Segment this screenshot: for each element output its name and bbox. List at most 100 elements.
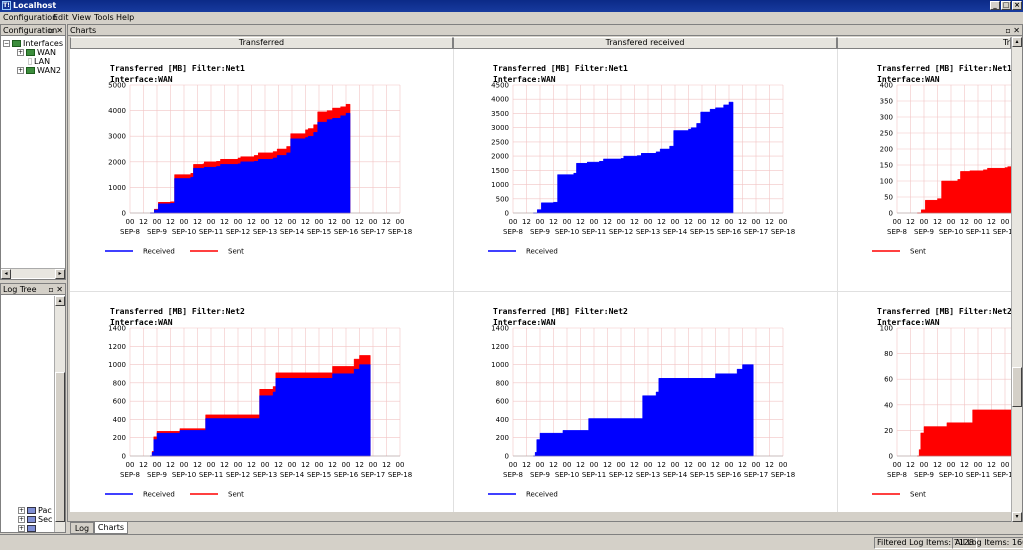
x-tick-label: 12 [630,218,639,226]
tab-charts[interactable]: Charts [94,522,128,534]
x-date-label: SEP-14 [280,228,305,236]
legend-label-sent: Sent [228,248,244,256]
x-date-label: SEP-9 [147,471,167,479]
y-tick-label: 3500 [491,110,509,118]
y-tick-label: 400 [880,82,893,90]
y-tick-label: 1000 [491,361,509,369]
tree-item-wan2[interactable]: + WAN2 [17,66,61,75]
tab-log[interactable]: Log [70,522,94,534]
x-tick-label: 00 [617,218,626,226]
expand-icon[interactable]: + [17,49,24,56]
legend-label-received: Received [526,491,558,499]
menu-view[interactable]: View [72,13,91,22]
y-tick-label: 1200 [108,343,126,351]
y-tick-label: 80 [884,350,893,358]
legend-label-received: Received [526,248,558,256]
close-button[interactable]: × [1012,1,1022,10]
x-tick-label: 12 [166,218,175,226]
x-tick-label: 00 [590,218,599,226]
column-header-transferred[interactable]: Transferred [70,37,453,49]
x-date-label: SEP-11 [582,471,606,479]
log-tree-panel-buttons[interactable]: ▫ ✕ [48,285,63,294]
network-icon [26,49,35,56]
x-tick-label: 00 [369,218,378,226]
y-tick-label: 2000 [491,153,509,161]
x-tick-label: 12 [603,461,612,469]
x-tick-label: 12 [684,461,693,469]
x-tick-label: 12 [657,461,666,469]
series-area-sent [917,409,1011,457]
x-date-label: SEP-12 [993,228,1011,236]
menu-help[interactable]: Help [116,13,135,22]
x-tick-label: 00 [974,218,983,226]
x-date-label: SEP-14 [663,228,688,236]
area-chart: Transferred [MB] Filter:Net1 Interface:WA… [872,63,1011,256]
x-tick-label: 00 [315,218,324,226]
collapse-icon[interactable]: − [3,40,10,47]
y-tick-label: 4000 [491,96,509,104]
x-date-label: SEP-9 [530,228,550,236]
window-title: Localhost [13,1,57,10]
scroll-up-icon[interactable]: ▴ [55,296,65,306]
minimize-button[interactable]: _ [990,1,1000,10]
charts-vertical-scrollbar[interactable]: ▴ ▾ [1011,37,1022,522]
area-chart: Transferred [MB] Filter:Net2 Interface:WA… [488,306,795,499]
y-tick-label: 800 [113,379,126,387]
configuration-panel-buttons[interactable]: ▫ ✕ [48,26,63,35]
y-tick-label: 40 [884,401,893,409]
tree-item-other[interactable]: + [18,524,38,533]
column-header-transferred-sent[interactable]: Tra [837,37,1011,49]
x-tick-label: 00 [180,461,189,469]
x-tick-label: 12 [738,218,747,226]
x-tick-label: 00 [644,218,653,226]
scroll-thumb[interactable] [1012,367,1022,407]
y-tick-label: 400 [113,416,126,424]
x-tick-label: 12 [549,461,558,469]
tree-item-lan[interactable]: LAN [28,57,50,66]
tree-item-wan[interactable]: + WAN [17,48,56,57]
config-horizontal-scrollbar[interactable]: ◂ ▸ [1,268,65,279]
x-tick-label: 12 [987,218,996,226]
tree-item-packets[interactable]: + Pac [18,506,52,515]
column-header-transfered-received[interactable]: Transfered received [453,37,837,49]
x-tick-label: 00 [779,461,788,469]
chart-title-line: Interface:WAN [877,318,940,327]
scroll-right-icon[interactable]: ▸ [55,269,65,279]
tree-item-label: Interfaces [23,39,63,48]
maximize-button[interactable]: □ [1001,1,1011,10]
expand-icon[interactable]: + [17,67,24,74]
x-tick-label: 00 [315,461,324,469]
x-date-label: SEP-11 [966,228,990,236]
expand-icon[interactable]: + [18,507,25,514]
x-date-label: SEP-14 [663,471,688,479]
network-folder-icon [12,40,21,47]
x-date-label: SEP-13 [636,228,660,236]
x-tick-label: 12 [987,461,996,469]
menu-edit[interactable]: Edit [53,13,69,22]
x-date-label: SEP-18 [771,228,795,236]
x-date-label: SEP-17 [744,471,768,479]
x-tick-label: 00 [725,218,734,226]
scroll-up-icon[interactable]: ▴ [1012,37,1022,47]
expand-icon[interactable]: + [18,525,25,532]
log-tree-panel: Log Tree ▫ ✕ + Pac + Sec + ▴ [0,283,66,533]
menu-tools[interactable]: Tools [94,13,114,22]
tree-item-interfaces[interactable]: − Interfaces [3,39,63,48]
scroll-thumb[interactable] [55,372,65,522]
x-date-label: SEP-11 [199,471,223,479]
charts-panel-buttons[interactable]: ▫ ✕ [1005,26,1020,35]
x-date-label: SEP-13 [253,471,277,479]
expand-icon[interactable]: + [18,516,25,523]
tree-item-security[interactable]: + Sec [18,515,52,524]
menu-bar: Configuration Edit View Tools Help [0,12,1023,24]
scroll-left-icon[interactable]: ◂ [1,269,11,279]
configuration-panel-title: Configuration [3,26,58,35]
x-tick-label: 00 [671,218,680,226]
tree-item-label: WAN2 [37,66,62,75]
scroll-down-icon[interactable]: ▾ [1012,512,1022,522]
y-tick-label: 100 [880,178,893,186]
menu-configuration[interactable]: Configuration [3,13,58,22]
y-tick-label: 3000 [491,124,509,132]
log-tree-vertical-scrollbar[interactable]: ▴ [54,296,65,532]
x-tick-label: 12 [765,461,774,469]
